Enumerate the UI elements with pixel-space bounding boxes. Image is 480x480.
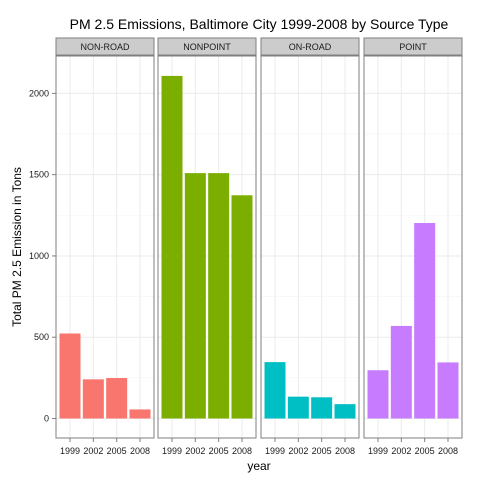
bar — [231, 195, 253, 419]
x-tick-label: 2005 — [107, 446, 127, 456]
bar — [390, 325, 412, 419]
x-tick-label: 1999 — [162, 446, 182, 456]
bar — [184, 173, 206, 419]
x-tick-label: 2002 — [391, 446, 411, 456]
bar — [311, 397, 333, 419]
x-tick-label: 1999 — [368, 446, 388, 456]
x-tick-label: 2005 — [312, 446, 332, 456]
x-tick-label: 2002 — [83, 446, 103, 456]
facet-panel: NON-ROAD 1999 2002 2005 2008 — [55, 37, 155, 456]
facet-strip — [260, 37, 360, 56]
x-tick-label: 1999 — [60, 446, 80, 456]
x-tick-label: 2005 — [209, 446, 229, 456]
x-tick-label: 2008 — [130, 446, 150, 456]
x-tick-label: 2008 — [335, 446, 355, 456]
x-tick-label: 2005 — [415, 446, 435, 456]
bar — [161, 75, 183, 419]
x-tick-label: 2008 — [232, 446, 252, 456]
bar — [59, 333, 81, 419]
bar — [82, 379, 104, 419]
y-tick-label: 0 — [44, 413, 49, 423]
x-tick-label: 2008 — [438, 446, 458, 456]
x-tick-label: 2002 — [185, 446, 205, 456]
bar — [367, 370, 389, 419]
bar — [129, 409, 151, 419]
bar — [106, 378, 128, 419]
bar — [287, 396, 309, 419]
chart-title: PM 2.5 Emissions, Baltimore City 1999-20… — [70, 16, 449, 32]
bar — [334, 404, 356, 419]
y-axis: 0 500 1000 1500 2000 — [29, 88, 56, 423]
y-tick-label: 1000 — [29, 251, 49, 261]
panel-border — [157, 55, 257, 439]
facet-panel: NONPOINT 1999 2002 2005 2008 — [157, 37, 257, 456]
facet-strip-label: NONPOINT — [183, 42, 231, 52]
facet-strip — [55, 37, 155, 56]
bar — [264, 362, 286, 419]
y-tick-label: 500 — [34, 332, 49, 342]
y-axis-title: Total PM 2.5 Emission in Tons — [10, 167, 24, 327]
x-tick-label: 2002 — [288, 446, 308, 456]
panel-border — [55, 55, 155, 439]
y-tick-label: 1500 — [29, 170, 49, 180]
facet-panel: POINT 1999 2002 2005 2008 — [363, 37, 463, 456]
panel-border — [260, 55, 360, 439]
x-tick-label: 1999 — [265, 446, 285, 456]
bar — [208, 173, 230, 419]
facet-panel: ON-ROAD 1999 2002 2005 2008 — [260, 37, 360, 456]
y-tick-label: 2000 — [29, 88, 49, 98]
panel-border — [363, 55, 463, 439]
x-axis-title: year — [247, 459, 270, 473]
bar — [437, 362, 459, 419]
bar — [414, 223, 436, 419]
facet-strip — [363, 37, 463, 56]
facet-strip — [157, 37, 257, 56]
facet-strip-label: ON-ROAD — [289, 42, 332, 52]
facet-strip-label: POINT — [399, 42, 427, 52]
facet-strip-label: NON-ROAD — [81, 42, 130, 52]
